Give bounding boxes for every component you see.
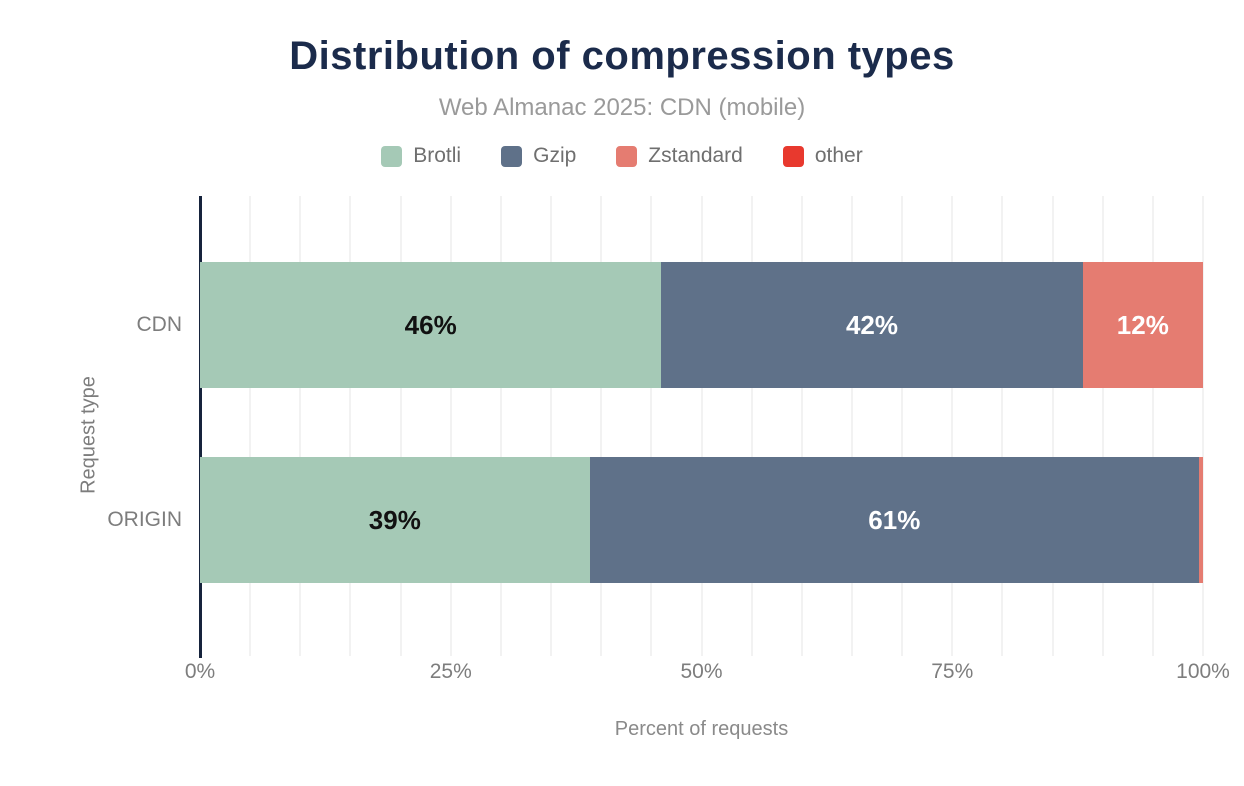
legend-label: Zstandard [648, 144, 743, 167]
gridline [1202, 196, 1204, 656]
x-tick-label: 75% [931, 660, 974, 683]
legend-label: Brotli [413, 144, 462, 167]
bar-segment-brotli: 46% [200, 262, 662, 388]
gridline [1101, 196, 1104, 656]
x-tick-label: 100% [1176, 660, 1230, 683]
legend-label: Gzip [533, 144, 577, 167]
chart-title: Distribution of compression types [289, 34, 955, 78]
gridline [299, 196, 302, 656]
gridline [1051, 196, 1054, 656]
gridline [901, 196, 904, 656]
bar-segment-zstandard [1199, 457, 1203, 583]
bar-segment-gzip: 61% [589, 457, 1199, 583]
x-axis-title: Percent of requests [614, 718, 789, 740]
gridline [1001, 196, 1004, 656]
legend: Brotli Gzip Zstandard other [0, 144, 1244, 168]
legend-swatch-icon [782, 145, 804, 167]
gridline [499, 196, 502, 656]
category-label-cdn: CDN [136, 313, 183, 336]
gridline [249, 196, 252, 656]
x-tick-label: 50% [680, 660, 723, 683]
plot-area: CDN 46% 42% 12% ORIGIN 39% 61% 0% 25% 50% 75% 100% [107, 196, 1230, 683]
gridline [850, 196, 853, 656]
y-axis-title: Request type [77, 376, 100, 494]
gridline [399, 196, 402, 656]
gridline [449, 196, 452, 656]
gridline [700, 196, 703, 656]
legend-item-brotli: Brotli [381, 144, 461, 168]
gridline [800, 196, 803, 656]
legend-label: other [814, 144, 863, 167]
bar-segment-brotli: 39% [200, 457, 590, 583]
bar-segment-zstandard: 12% [1082, 262, 1203, 388]
gridline [550, 196, 553, 656]
gridline [349, 196, 352, 656]
gridline [650, 196, 653, 656]
stacked-bar-origin: 39% 61% [200, 457, 1203, 583]
bar-segment-gzip: 42% [661, 262, 1083, 388]
legend-item-gzip: Gzip [501, 144, 576, 168]
gridline [750, 196, 753, 656]
x-tick-label: 0% [184, 660, 216, 683]
gridline [600, 196, 603, 656]
x-tick-label: 25% [429, 660, 472, 683]
y-axis-line [199, 196, 202, 658]
legend-swatch-icon [501, 145, 523, 167]
stacked-bar-cdn: 46% 42% 12% [200, 262, 1203, 388]
gridline [951, 196, 954, 656]
legend-swatch-icon [381, 145, 403, 167]
legend-item-zstandard: Zstandard [616, 144, 743, 168]
legend-item-other: other [782, 144, 863, 168]
legend-swatch-icon [616, 145, 638, 167]
chart-subtitle: Web Almanac 2025: CDN (mobile) [438, 94, 806, 121]
category-label-origin: ORIGIN [107, 508, 182, 531]
gridline [1151, 196, 1154, 656]
